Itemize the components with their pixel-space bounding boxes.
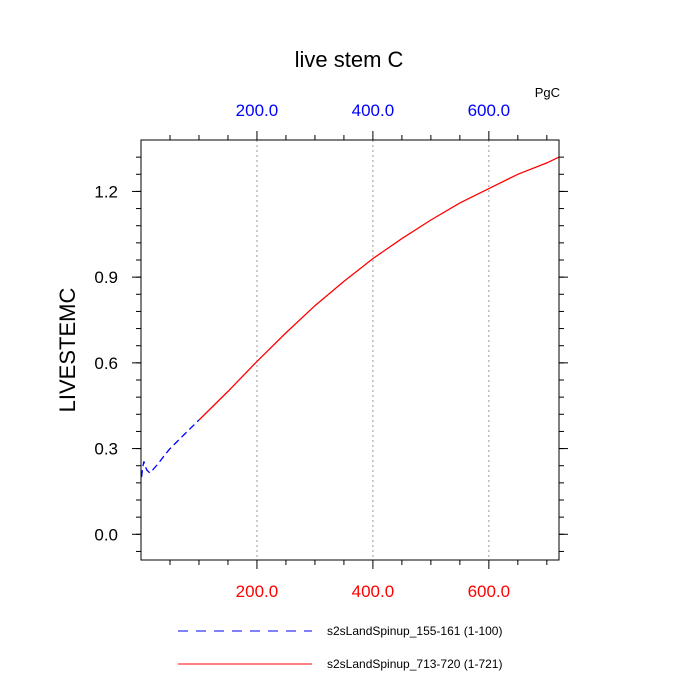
series-group <box>140 156 560 478</box>
y-tick-label: 0.3 <box>94 440 118 459</box>
y-tick-label: 0.6 <box>94 354 118 373</box>
y-tick-labels: 0.0 0.3 0.6 0.9 1.2 <box>94 182 118 544</box>
x-tick-label-bottom: 600.0 <box>468 582 511 601</box>
x-tick-label-top: 200.0 <box>236 101 279 120</box>
chart-title: live stem C <box>295 47 404 72</box>
legend: s2sLandSpinup_155-161 (1-100) s2sLandSpin… <box>178 624 502 671</box>
x-tick-label-bottom: 200.0 <box>236 582 279 601</box>
series-line-blue-dashed <box>140 419 200 478</box>
tick-marks <box>132 131 568 569</box>
legend-label-1: s2sLandSpinup_713-720 (1-721) <box>327 657 502 671</box>
series-line-red-solid <box>198 156 560 421</box>
units-label: PgC <box>535 85 560 100</box>
y-axis-label: LIVESTEMC <box>55 288 80 413</box>
x-tick-labels: 200.0 200.0 400.0 400.0 600.0 600.0 <box>236 101 510 601</box>
grid-lines <box>256 140 490 560</box>
y-tick-label: 0.0 <box>94 525 118 544</box>
legend-label-0: s2sLandSpinup_155-161 (1-100) <box>327 624 502 638</box>
x-tick-label-top: 600.0 <box>468 101 511 120</box>
x-tick-label-top: 400.0 <box>352 101 395 120</box>
y-tick-label: 0.9 <box>94 268 118 287</box>
x-tick-label-bottom: 400.0 <box>352 582 395 601</box>
plot-frame <box>140 139 560 561</box>
y-tick-label: 1.2 <box>94 182 118 201</box>
